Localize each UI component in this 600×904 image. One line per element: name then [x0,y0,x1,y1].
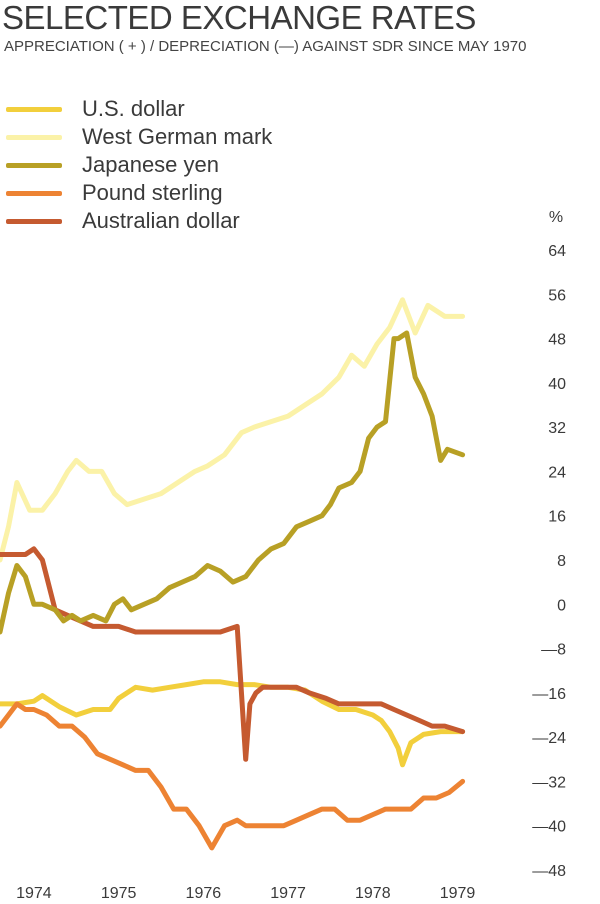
y-tick-label: 0 [557,597,566,614]
legend-swatch [6,219,62,224]
series-line-pound-sterling [0,701,466,851]
legend-label: U.S. dollar [82,96,185,121]
legend-label: Australian dollar [82,208,240,233]
y-tick-label: —24 [532,730,566,747]
x-axis: 1974 1975 1976 1977 1978 1979 [16,885,475,902]
y-tick-label: —16 [532,686,566,703]
y-tick-label: 48 [548,332,566,349]
x-tick-label: 1978 [355,885,391,902]
y-tick-label: 16 [548,509,566,526]
x-tick-label: 1974 [16,885,52,902]
series-line-west-german-mark [0,297,466,563]
y-tick-label: 24 [548,464,566,481]
y-tick-label: —8 [541,642,566,659]
series-line-japanese-yen [0,330,466,635]
y-tick-label: 32 [548,420,566,437]
y-axis: % 64 56 48 40 32 24 16 8 0 —8 —16 —24 —32 —40 —48 [532,209,566,880]
y-axis-unit-label: % [549,209,563,226]
series-line-u-s-dollar [0,679,466,768]
legend-swatch [6,135,62,140]
legend-swatch [6,191,62,196]
y-tick-label: 64 [548,243,566,260]
y-tick-label: —40 [532,819,566,836]
y-tick-label: 40 [548,376,566,393]
legend-label: Japanese yen [82,152,219,177]
legend-swatch [6,163,62,168]
chart-subtitle: APPRECIATION ( + ) / DEPRECIATION (—) AG… [4,38,527,55]
legend-swatch [6,107,62,112]
x-tick-label: 1979 [440,885,476,902]
legend-label: West German mark [82,124,273,149]
legend-label: Pound sterling [82,180,223,205]
x-tick-label: 1976 [186,885,222,902]
series-lines [0,297,466,851]
y-tick-label: —32 [532,774,566,791]
x-tick-label: 1975 [101,885,137,902]
y-tick-label: —48 [532,863,566,880]
x-tick-label: 1977 [270,885,306,902]
y-tick-label: 8 [557,553,566,570]
chart-title: SELECTED EXCHANGE RATES [2,0,476,36]
y-tick-label: 56 [548,287,566,304]
